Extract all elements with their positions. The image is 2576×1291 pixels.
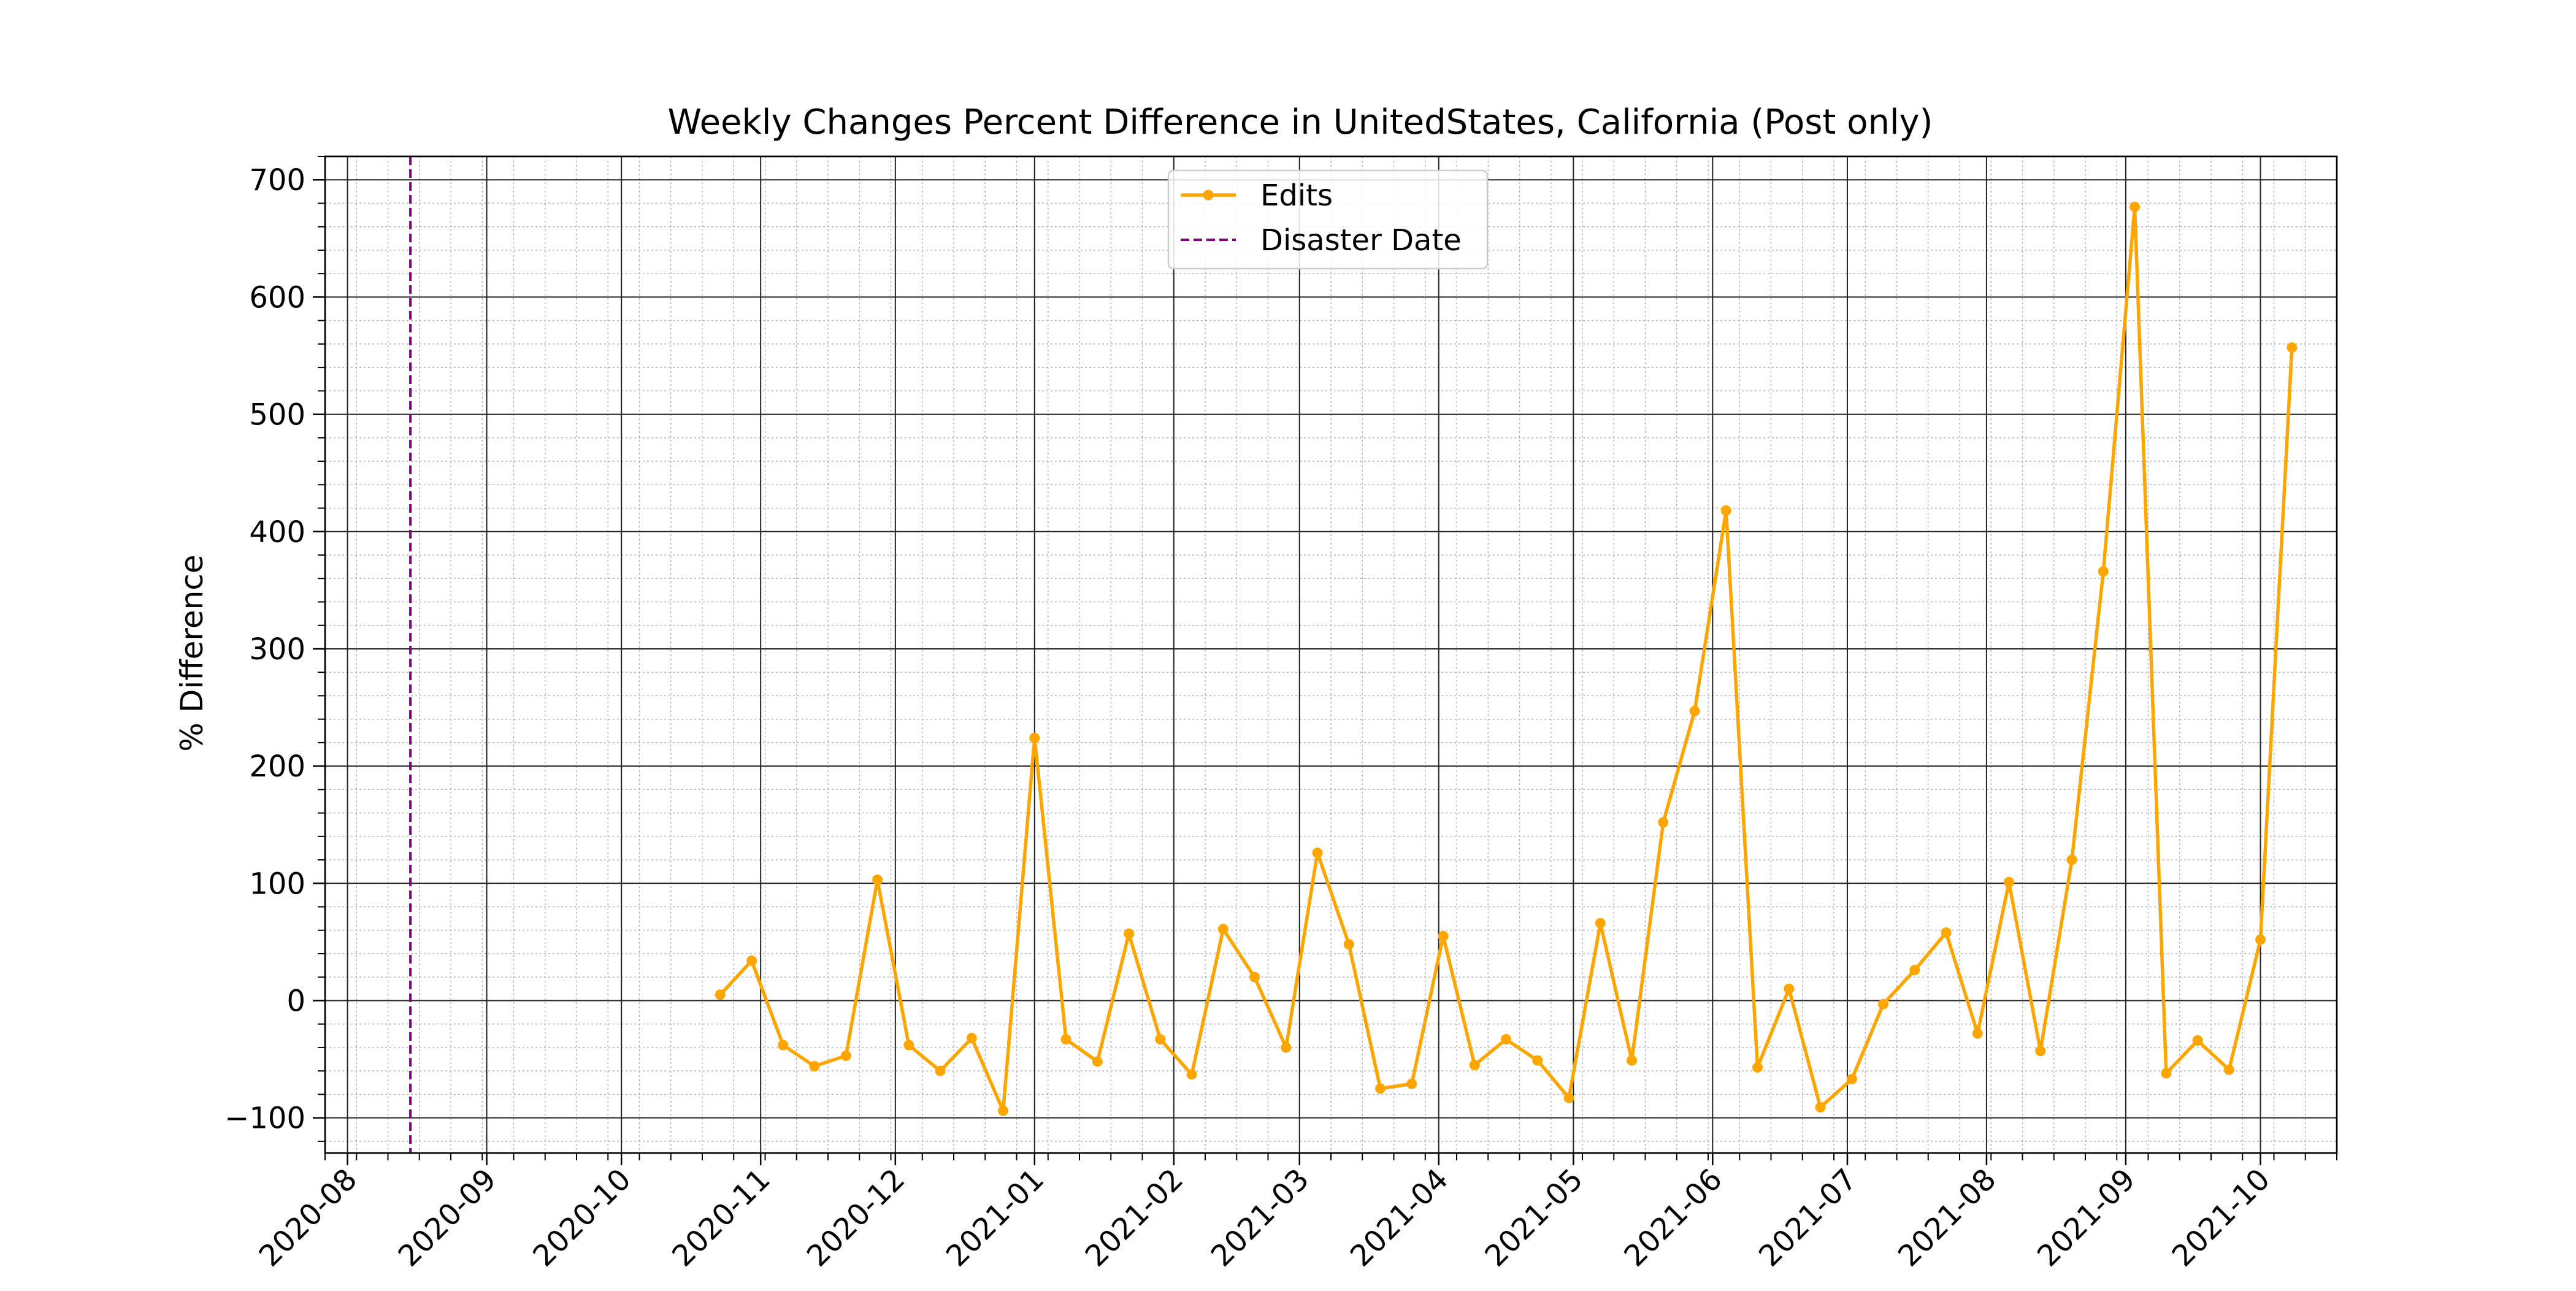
y-tick-label: 600 xyxy=(249,280,305,315)
y-tick-label: 200 xyxy=(249,749,305,784)
legend-box xyxy=(1167,169,1489,270)
edits-data-point xyxy=(778,1040,789,1051)
minor-grid xyxy=(324,156,2337,1153)
y-tick-label: 300 xyxy=(249,632,305,667)
edits-data-point xyxy=(1658,817,1669,828)
edits-data-point xyxy=(903,1040,914,1051)
edits-data-point xyxy=(1406,1078,1417,1089)
legend-marker-edits xyxy=(1203,190,1214,201)
edits-data-point xyxy=(935,1065,946,1076)
edits-data-point xyxy=(2004,876,2015,887)
edits-data-point xyxy=(998,1105,1009,1116)
edits-data-point xyxy=(1532,1055,1543,1066)
legend-label: Edits xyxy=(1260,178,1333,213)
y-tick-label: 100 xyxy=(249,867,305,901)
edits-data-point xyxy=(2098,566,2109,577)
edits-data-point xyxy=(1469,1060,1480,1071)
edits-data-point xyxy=(715,989,726,1000)
edits-data-point xyxy=(1375,1083,1386,1094)
edits-data-point xyxy=(1281,1042,1292,1053)
edits-data-point xyxy=(1878,998,1889,1009)
edits-data-point xyxy=(1092,1056,1103,1067)
edits-data-point xyxy=(1186,1069,1197,1080)
edits-data-point xyxy=(1752,1062,1763,1073)
y-tick-label: 0 xyxy=(286,984,305,1018)
edits-data-point xyxy=(1501,1034,1512,1045)
edits-data-point xyxy=(1060,1034,1071,1045)
edits-data-point xyxy=(1909,965,1920,976)
edits-data-point xyxy=(1720,505,1731,516)
edits-data-point xyxy=(2161,1068,2172,1079)
edits-data-point xyxy=(1595,917,1606,929)
y-tick-label: 500 xyxy=(249,398,305,432)
edits-data-point xyxy=(2255,934,2266,945)
legend-label: Disaster Date xyxy=(1260,223,1462,258)
edits-data-point xyxy=(2287,342,2298,353)
edits-data-point xyxy=(1689,705,1700,716)
edits-data-point xyxy=(1563,1092,1574,1103)
edits-data-point xyxy=(2192,1035,2203,1046)
edits-data-point xyxy=(1217,924,1229,935)
edits-data-point xyxy=(1312,848,1323,859)
edits-data-point xyxy=(2066,854,2077,865)
y-axis-label: % Difference xyxy=(174,554,210,751)
legend: Edits Disaster Date xyxy=(1167,169,1489,270)
edits-data-point xyxy=(1029,732,1040,743)
edits-data-point xyxy=(1815,1101,1826,1113)
series-layer xyxy=(715,201,2298,1116)
edits-data-point xyxy=(1627,1055,1638,1066)
edits-data-point xyxy=(809,1061,820,1072)
y-axis: −100 0 100 200 300 400 500 600 700 xyxy=(224,156,325,1142)
edits-data-point xyxy=(966,1033,977,1044)
edits-data-point xyxy=(1124,929,1135,939)
edits-data-point xyxy=(1343,939,1354,950)
edits-data-point xyxy=(1784,983,1795,994)
edits-data-point xyxy=(746,955,757,966)
y-tick-label: −100 xyxy=(224,1101,305,1136)
y-tick-label: 700 xyxy=(249,163,305,197)
edits-data-point xyxy=(872,875,883,886)
chart-title: Weekly Changes Percent Difference in Uni… xyxy=(667,102,1933,142)
edits-data-point xyxy=(2129,201,2141,212)
edits-data-point xyxy=(1846,1074,1857,1085)
y-tick-label: 400 xyxy=(249,515,305,550)
edits-data-point xyxy=(2035,1046,2046,1057)
edits-data-point xyxy=(840,1050,851,1061)
edits-data-point xyxy=(1972,1028,1983,1039)
edits-data-point xyxy=(2223,1064,2234,1075)
edits-data-point xyxy=(1155,1034,1166,1045)
edits-data-point xyxy=(1438,930,1449,941)
edits-data-point xyxy=(1941,927,1952,938)
edits-data-point xyxy=(1249,971,1260,983)
